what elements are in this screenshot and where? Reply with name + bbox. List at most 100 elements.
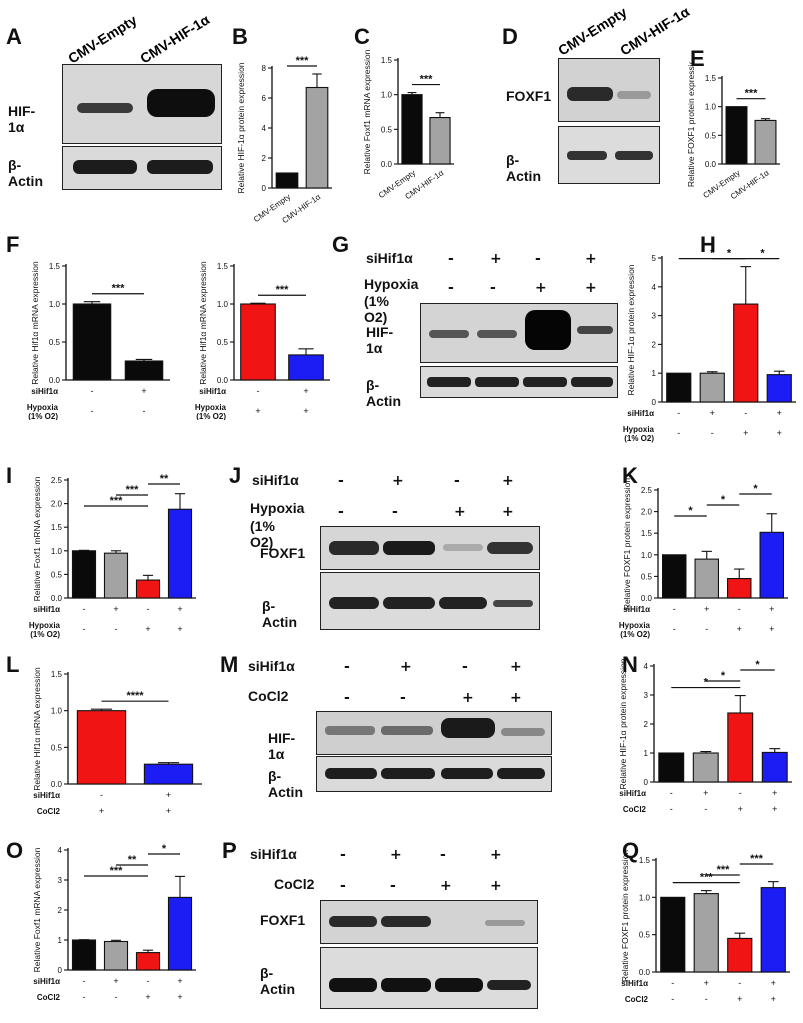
chart-h-y-tick-label: 0 bbox=[652, 398, 657, 407]
chart-b-bar bbox=[305, 86, 329, 189]
chart-c-bar-chart: 0.0 0.5 1.0 1.5 Relative Foxf1 mRNA expressi… bbox=[362, 49, 454, 201]
blot-d-row-2: β-Actin bbox=[506, 152, 541, 184]
chart-l-condition-sign: + bbox=[99, 806, 104, 816]
chart-q-condition-sign: + bbox=[771, 978, 776, 988]
blot-a-lane-labels: CMV-Empty CMV-HIF-1α bbox=[65, 11, 212, 66]
blot-g-sign: - bbox=[535, 251, 541, 267]
blot-j-row-2: β-Actin bbox=[262, 598, 297, 630]
chart-l-y-tick-label: 0.5 bbox=[51, 743, 63, 752]
chart-i-condition-label: siHif1α bbox=[33, 605, 60, 614]
blot-j-sign: - bbox=[338, 473, 344, 489]
chart-n-bar bbox=[727, 712, 754, 783]
chart-f2-bar bbox=[288, 354, 324, 381]
blot-a-band bbox=[77, 103, 133, 113]
chart-l-y-tick-label: 1.5 bbox=[51, 670, 63, 679]
chart-n-condition-label: CoCl2 bbox=[623, 805, 647, 814]
chart-n-y-tick-label: 1 bbox=[644, 749, 649, 758]
chart-b-y-tick-label: 4 bbox=[262, 124, 267, 133]
chart-n-condition-sign: - bbox=[670, 788, 673, 798]
blot-m-sign: - bbox=[344, 690, 350, 706]
blot-m-row-1: HIF-1α bbox=[268, 730, 296, 762]
chart-i-condition-sublabel: (1% O2) bbox=[30, 630, 60, 639]
chart-n-bar bbox=[658, 752, 685, 783]
chart-h-significance-label: * bbox=[710, 248, 715, 260]
chart-l-bar bbox=[143, 763, 194, 785]
blot-j-sign: - bbox=[338, 504, 344, 520]
chart-b-bar bbox=[275, 172, 299, 189]
chart-h-y-axis-label: Relative HIF-1α protein expression bbox=[626, 264, 636, 395]
blot-m-target-membrane bbox=[316, 711, 552, 755]
chart-o-condition-sign: - bbox=[83, 992, 86, 1002]
blot-g-sign: - bbox=[490, 280, 496, 296]
blot-m-band bbox=[497, 768, 545, 779]
blot-m-sign: + bbox=[510, 690, 522, 706]
chart-k-y-tick-label: 2.5 bbox=[641, 486, 653, 495]
blot-p-band bbox=[485, 920, 525, 926]
chart-q-y-axis-label: Relative FOXF1 protein expression bbox=[620, 850, 630, 983]
chart-o-y-tick-label: 4 bbox=[58, 846, 63, 855]
chart-f1-y-tick-label: 0.0 bbox=[49, 376, 61, 385]
chart-c-y-tick-label: 0.0 bbox=[381, 160, 393, 169]
chart-q-condition-sign: - bbox=[738, 978, 741, 988]
chart-o-significance-label: * bbox=[162, 843, 167, 855]
blot-g-sign: + bbox=[535, 280, 547, 296]
chart-q-condition-sign: + bbox=[737, 994, 742, 1004]
chart-c-y-tick-label: 1.0 bbox=[381, 91, 393, 100]
blot-m-band bbox=[441, 718, 495, 738]
blot-j-sign: + bbox=[502, 473, 514, 489]
blot-p-sign: + bbox=[490, 878, 502, 894]
panel-letter-h: H bbox=[700, 232, 716, 257]
chart-k-bar bbox=[727, 578, 752, 599]
chart-l-y-tick-label: 1.0 bbox=[51, 707, 63, 716]
blot-g-cond-2: Hypoxia bbox=[364, 276, 419, 292]
chart-q-condition-label: siHif1α bbox=[621, 979, 648, 988]
chart-i-condition-sign: - bbox=[83, 624, 86, 634]
chart-c-y-tick-label: 1.5 bbox=[381, 56, 393, 65]
chart-q-condition-sign: - bbox=[671, 978, 674, 988]
chart-f1-y-tick-label: 1.5 bbox=[49, 262, 61, 271]
chart-k-y-tick-label: 1.0 bbox=[641, 551, 653, 560]
chart-o-y-tick-label: 1 bbox=[58, 936, 63, 945]
chart-q-bar bbox=[760, 887, 786, 973]
blot-g-sign: + bbox=[490, 251, 502, 267]
blot-m-band bbox=[441, 768, 493, 779]
blot-j-row-1: FOXF1 bbox=[260, 545, 306, 561]
chart-c-bar bbox=[429, 116, 451, 165]
chart-f2-condition-sign: + bbox=[303, 406, 308, 416]
chart-l-condition-label: CoCl2 bbox=[37, 807, 61, 816]
chart-h-bar bbox=[766, 374, 792, 403]
chart-b-y-tick-label: 6 bbox=[262, 94, 267, 103]
blot-a-actin-membrane bbox=[62, 146, 222, 190]
blot-g-band bbox=[429, 330, 469, 338]
panel-letter-c: C bbox=[354, 24, 370, 49]
chart-o-significance-label: ** bbox=[128, 854, 137, 866]
chart-k-condition-sign: - bbox=[738, 604, 741, 614]
blot-p-sign: - bbox=[440, 847, 446, 863]
chart-i-bar bbox=[71, 550, 97, 599]
chart-f2-y-tick-label: 0.5 bbox=[217, 338, 229, 347]
chart-q-bar-chart: 0.0 0.5 1.0 1.5 Relative FOXF1 protein expre… bbox=[620, 850, 790, 1004]
blot-a-band bbox=[73, 160, 137, 174]
chart-q-condition-sign: + bbox=[704, 978, 709, 988]
chart-h-y-tick-label: 5 bbox=[652, 254, 657, 263]
chart-q-significance-label: *** bbox=[717, 864, 731, 876]
blot-a-band bbox=[147, 89, 215, 117]
panel-letter-j: J bbox=[229, 463, 242, 488]
chart-o-condition-sign: + bbox=[177, 992, 182, 1002]
chart-b-y-tick-label: 2 bbox=[262, 154, 267, 163]
chart-e-y-tick-label: 0.5 bbox=[705, 131, 717, 140]
chart-l-condition-sign: + bbox=[166, 806, 171, 816]
chart-n-condition-sign: + bbox=[738, 804, 743, 814]
chart-h-bar bbox=[733, 303, 759, 403]
blot-m-sign: - bbox=[400, 690, 406, 706]
blot-d-row-1: FOXF1 bbox=[506, 88, 552, 104]
chart-k-y-tick-label: 1.5 bbox=[641, 529, 653, 538]
blot-j-band bbox=[383, 541, 435, 555]
chart-k-y-tick-label: 0.5 bbox=[641, 572, 653, 581]
chart-k-condition-sign: - bbox=[673, 624, 676, 634]
chart-l-y-tick-label: 0.0 bbox=[51, 780, 63, 789]
chart-i-y-tick-label: 2.0 bbox=[51, 500, 63, 509]
chart-h-significance-label: * bbox=[727, 248, 732, 260]
chart-q-bar bbox=[693, 893, 719, 973]
chart-k-bar-chart: 0.0 0.5 1.0 1.5 2.0 2.5 Relative FOXF1 protein… bbox=[619, 478, 788, 639]
